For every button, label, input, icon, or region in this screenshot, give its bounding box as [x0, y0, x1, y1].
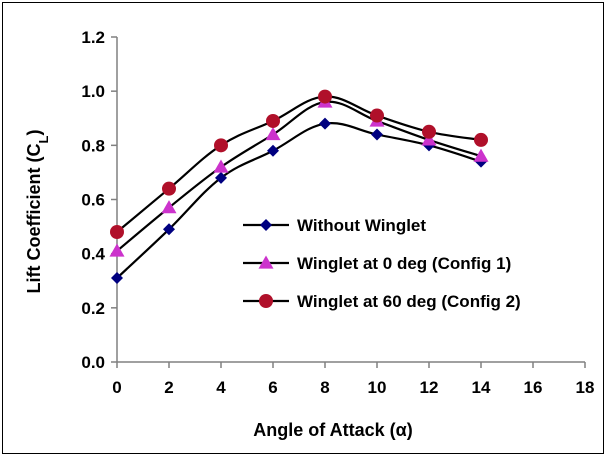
x-tick-label: 10 [368, 378, 387, 397]
data-point [110, 225, 124, 239]
chart-frame [2, 2, 604, 454]
data-point [265, 127, 281, 141]
data-point [162, 181, 176, 196]
x-tick-label: 6 [268, 378, 277, 397]
x-axis-title: Angle of Attack (α) [253, 420, 412, 440]
x-tick-label: 16 [524, 378, 543, 397]
x-tick-label: 18 [576, 378, 595, 397]
legend-marker [258, 255, 274, 269]
data-point [474, 132, 488, 147]
legend-label: Winglet at 0 deg (Config 1) [297, 254, 511, 273]
series-3 [110, 89, 488, 239]
legend-item: Winglet at 60 deg (Config 2) [243, 292, 521, 311]
series-1 [111, 117, 487, 285]
legend: Without Winglet Winglet at 0 deg (Config … [243, 216, 521, 311]
y-tick-label: 0.4 [81, 245, 105, 264]
x-tick-label: 12 [420, 378, 439, 397]
data-point [214, 138, 228, 153]
y-tick-label: 0.2 [81, 299, 105, 318]
data-point [371, 128, 383, 141]
data-point [161, 200, 177, 214]
legend-label: Winglet at 60 deg (Config 2) [297, 292, 521, 311]
legend-marker [260, 219, 272, 231]
axes [116, 37, 585, 363]
data-point [215, 171, 227, 184]
data-point [267, 144, 279, 157]
series-2 [109, 94, 489, 257]
y-axis-title-main: Lift Coefficient (C [24, 143, 44, 293]
x-tick-label: 14 [472, 378, 491, 397]
data-point [109, 243, 125, 257]
y-axis-title: Lift Coefficient (CL) [24, 130, 51, 294]
x-tick-label: 4 [216, 378, 226, 397]
legend-marker [259, 294, 273, 308]
y-tick-label: 1.0 [81, 82, 105, 101]
series-layer [109, 89, 489, 285]
data-point [473, 148, 489, 162]
x-tick-label: 8 [320, 378, 329, 397]
legend-item: Winglet at 0 deg (Config 1) [243, 254, 511, 273]
y-axis-title-close: ) [24, 130, 44, 136]
data-point [318, 89, 332, 104]
y-tick-label: 0.0 [81, 353, 105, 372]
y-axis-title-subscript: L [36, 135, 51, 143]
ticks: 0.0 0.2 0.4 0.6 0.8 1.0 1.2 0 2 4 6 8 10 12 14 16 18 [81, 28, 594, 397]
data-point [319, 117, 331, 130]
data-point [422, 124, 436, 139]
y-tick-label: 0.6 [81, 191, 105, 210]
data-point [213, 159, 229, 173]
data-point [266, 113, 280, 128]
x-tick-label: 0 [112, 378, 121, 397]
y-tick-label: 0.8 [81, 136, 105, 155]
legend-label: Without Winglet [297, 216, 426, 235]
data-point [111, 272, 123, 285]
y-tick-label: 1.2 [81, 28, 105, 47]
data-point [163, 223, 175, 236]
data-point [370, 108, 384, 123]
legend-item: Without Winglet [243, 216, 426, 235]
x-tick-label: 2 [164, 378, 173, 397]
data-point [421, 132, 437, 146]
